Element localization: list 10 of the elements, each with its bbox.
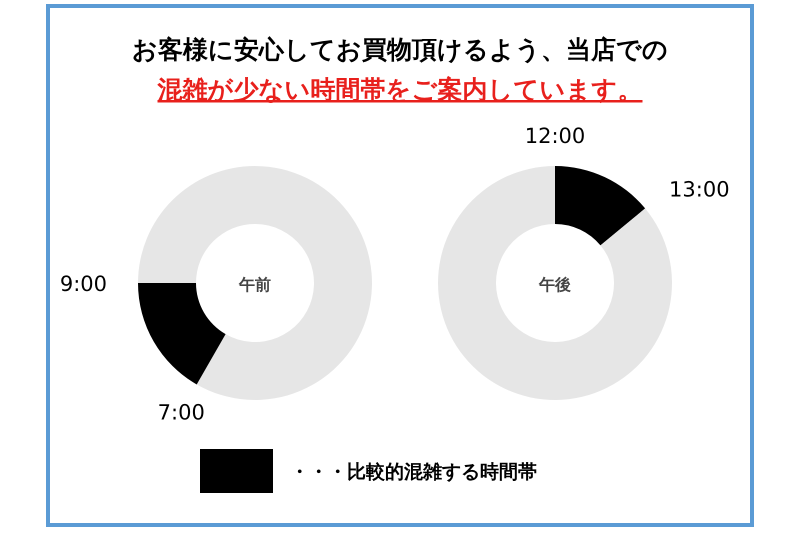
text: 7:00 [158, 400, 205, 424]
text: 午前 [238, 275, 271, 294]
legend: ・・・比較的混雑する時間帯 [200, 449, 537, 493]
chart-title: お客様に安心してお買物頂けるよう、当店での [132, 35, 668, 64]
text: 9:00 [60, 272, 107, 296]
text: 13:00 [669, 178, 730, 202]
text: 12:00 [524, 124, 586, 148]
chart-subtitle: 混雑が少ない時間帯をご案内しています。 [156, 75, 642, 104]
text: 午後 [538, 275, 571, 294]
legend-label: ・・・比較的混雑する時間帯 [290, 461, 537, 483]
